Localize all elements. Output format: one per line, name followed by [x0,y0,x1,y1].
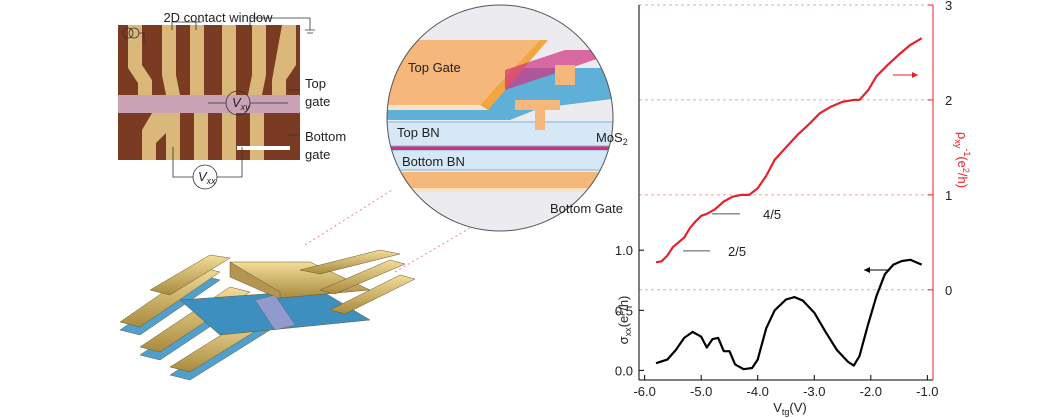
label-part: tg [782,407,790,417]
label-part: (e [955,156,970,168]
label-part: -1 [962,148,972,156]
axis-arrow-head [864,267,870,273]
y2-axis-label: ρxy-1(e2/h) [953,132,972,188]
y-axis-label: σxx(e2/h) [615,296,633,345]
text: MoS [596,130,623,145]
subscript: xx [206,176,217,186]
y-tick-label: 0.0 [615,363,633,378]
x-tick-label: -5.0 [690,384,712,399]
label: gate [305,94,330,109]
x-tick-label: -1.0 [916,384,938,399]
x-axis-label: Vtg(V) [773,400,807,417]
symbol: V [198,169,208,184]
x-tick-label: -3.0 [803,384,825,399]
y-tick-label: 1.0 [615,243,633,258]
cross-section: Top Gate Top BN Bottom BN Bottom Gate Mo… [386,4,628,232]
y2-tick-label: 3 [945,0,952,13]
chart: 0 1 2 3 -6.0 -5.0 -4.0 -3.0 -2.0 -1.0 0.0 0.5 1.0 Vtg… [615,0,972,417]
label: 2D contact window [163,10,273,25]
y2-tick-label: 1 [945,188,952,203]
connector [304,189,471,273]
label-part: /h) [616,296,631,311]
label: Bottom BN [402,154,465,169]
label: Bottom [305,129,346,144]
series-line [655,37,923,264]
label-part: xx [623,327,633,337]
label: Top BN [397,125,440,140]
symbol: V [232,95,242,110]
axis-arrow-head [912,72,918,78]
label-part: 2 [961,168,971,173]
label: MoS2 [596,130,628,147]
micrograph: 2D contact window Top gate Bottom gate V… [118,10,346,190]
label: Bottom Gate [550,201,623,216]
x-tick-label: -2.0 [860,384,882,399]
label-part: (V) [789,400,806,415]
label-part: ρ [955,132,970,139]
y2-tick-label: 2 [945,93,952,108]
label: Top Gate [408,60,461,75]
label-part: 2 [615,311,625,316]
annotation: 2/5 [728,244,746,259]
y2-tick-label: 0 [945,283,952,298]
series-line [655,258,923,371]
label: gate [305,147,330,162]
x-tick-label: -4.0 [747,384,769,399]
label-part: /h) [955,173,970,188]
label-part: σ [616,336,631,344]
annotation: 4/5 [763,207,781,222]
subscript: xy [240,102,251,112]
label-part: xy [953,139,963,149]
y-tick-label: 0.5 [615,303,633,318]
label: Vxy [232,95,250,112]
subscript: 2 [623,137,628,147]
label-part: V [773,400,782,415]
label-part: (e [616,316,631,328]
label: Vxx [198,169,216,186]
label: Top [305,76,326,91]
schematic [119,249,416,381]
x-tick-label: -6.0 [633,384,655,399]
